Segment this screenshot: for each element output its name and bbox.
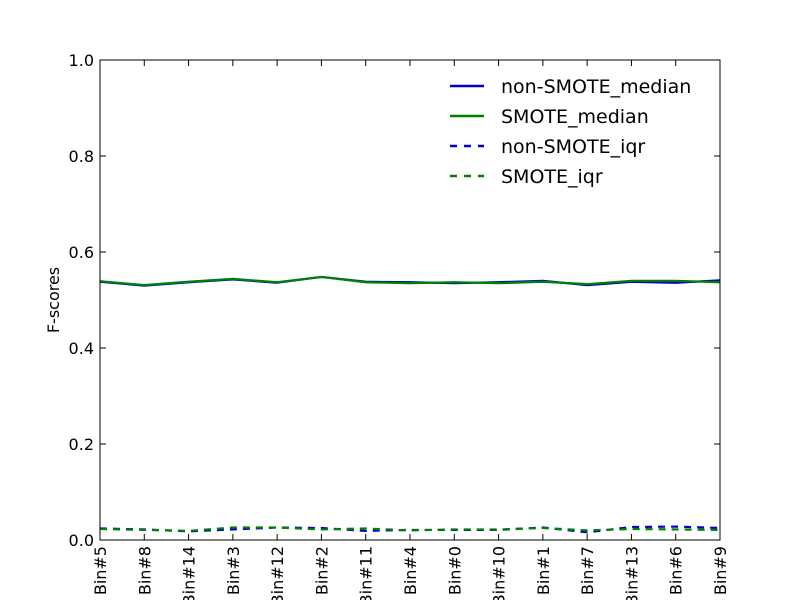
x-tick-label: Bin#8 bbox=[135, 546, 154, 595]
series-line-1 bbox=[99, 275, 721, 287]
x-tick-label: Bin#11 bbox=[357, 546, 376, 600]
y-tick-label: 0.8 bbox=[69, 147, 94, 166]
y-tick-label: 0.4 bbox=[69, 339, 94, 358]
x-tick-labels: Bin#5 Bin#8 Bin#14 Bin#3 Bin#12 Bin#2 Bin#11 Bi… bbox=[91, 546, 730, 600]
x-tick-label: Bin#4 bbox=[401, 546, 420, 595]
plot-frame bbox=[99, 59, 721, 541]
legend-label: non-SMOTE_iqr bbox=[501, 136, 645, 158]
y-tick-label: 0.6 bbox=[69, 243, 94, 262]
y-axis-label: F-scores bbox=[44, 267, 63, 333]
x-tick-label: Bin#13 bbox=[622, 546, 641, 600]
x-tick-label: Bin#3 bbox=[224, 546, 243, 595]
y-tick-label: 0.2 bbox=[69, 435, 94, 454]
legend-label: non-SMOTE_median bbox=[501, 76, 691, 98]
x-tick-label: Bin#12 bbox=[268, 546, 287, 600]
legend-label: SMOTE_iqr bbox=[501, 166, 603, 188]
x-tick-label: Bin#0 bbox=[445, 546, 464, 595]
ticks-layer: 0.0 0.2 0.4 0.6 0.8 1.0 bbox=[69, 51, 721, 550]
x-tick-label: Bin#2 bbox=[312, 546, 331, 595]
x-tick-label: Bin#9 bbox=[711, 546, 730, 595]
y-tick-label: 1.0 bbox=[69, 51, 94, 70]
legend-label: SMOTE_median bbox=[501, 106, 649, 128]
x-tick-label: Bin#7 bbox=[578, 546, 597, 595]
x-tick-label: Bin#14 bbox=[180, 546, 199, 600]
x-tick-label: Bin#6 bbox=[667, 546, 686, 595]
x-tick-label: Bin#10 bbox=[490, 546, 509, 600]
legend: non-SMOTE_median SMOTE_median non-SMOTE_iq… bbox=[450, 76, 691, 188]
series-layer bbox=[99, 275, 721, 534]
x-tick-label: Bin#1 bbox=[534, 546, 553, 595]
x-tick-label: Bin#5 bbox=[91, 546, 110, 595]
series-line-3 bbox=[99, 526, 721, 532]
y-tick-label: 0.0 bbox=[69, 531, 94, 550]
